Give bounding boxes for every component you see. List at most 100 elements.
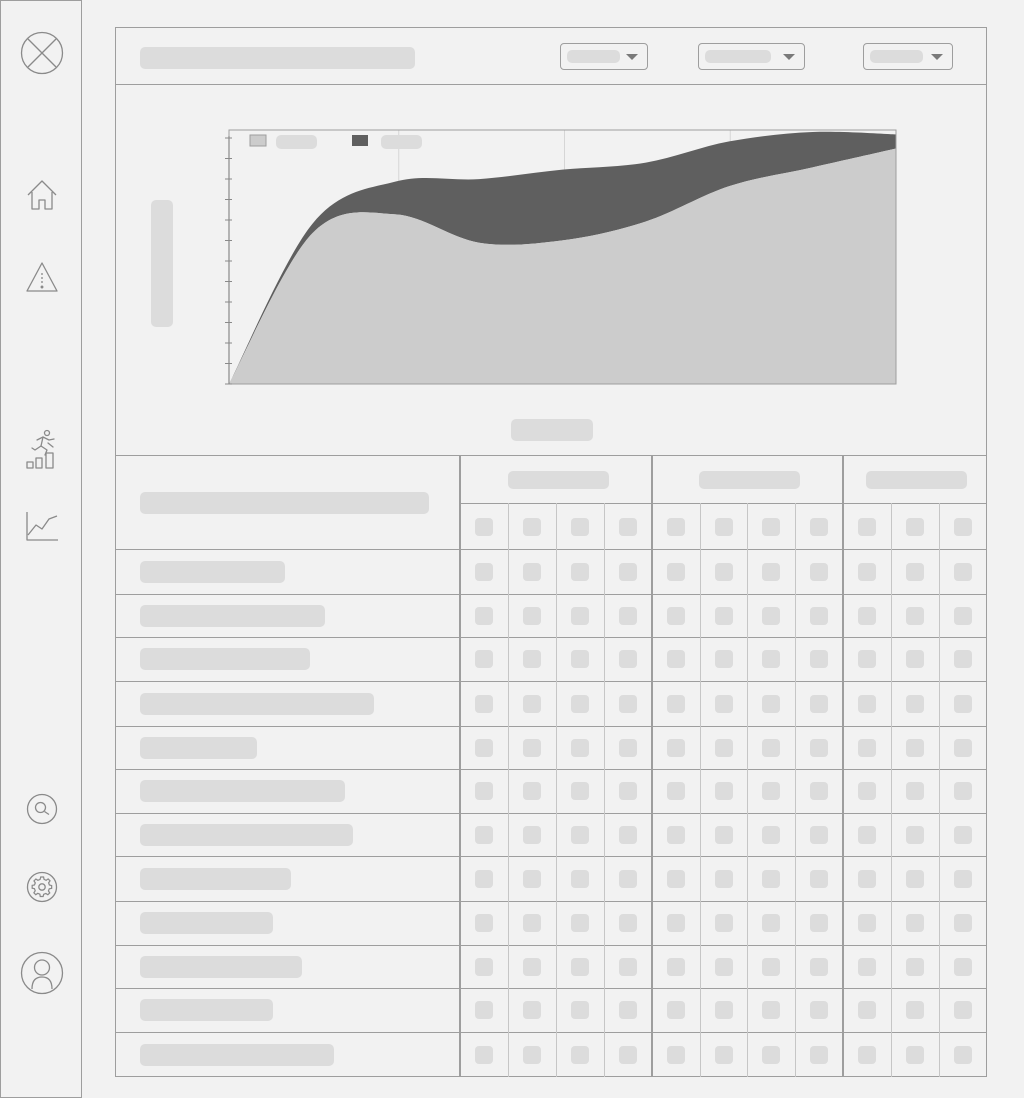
row-checkbox[interactable] (762, 738, 780, 757)
row-checkbox[interactable] (858, 1001, 876, 1019)
row-checkbox[interactable] (714, 825, 733, 844)
row-checkbox[interactable] (714, 957, 733, 976)
column-header-checkbox[interactable] (762, 518, 780, 536)
row-checkbox[interactable] (906, 694, 924, 713)
row-checkbox[interactable] (667, 606, 685, 625)
row-checkbox[interactable] (953, 825, 972, 844)
column-header-checkbox[interactable] (906, 518, 924, 536)
row-checkbox[interactable] (619, 1001, 637, 1019)
row-checkbox[interactable] (619, 694, 637, 713)
row-checkbox[interactable] (762, 1045, 780, 1064)
row-checkbox[interactable] (571, 606, 589, 625)
row-checkbox[interactable] (571, 694, 589, 713)
row-checkbox[interactable] (667, 957, 685, 976)
row-checkbox[interactable] (714, 1045, 733, 1064)
row-checkbox[interactable] (571, 957, 589, 976)
row-checkbox[interactable] (953, 562, 972, 581)
row-checkbox[interactable] (858, 957, 876, 976)
row-checkbox[interactable] (523, 650, 541, 668)
row-checkbox[interactable] (810, 738, 828, 757)
column-header-checkbox[interactable] (953, 518, 972, 536)
row-checkbox[interactable] (858, 782, 876, 800)
row-checkbox[interactable] (571, 914, 589, 932)
row-checkbox[interactable] (619, 650, 637, 668)
row-checkbox[interactable] (953, 1045, 972, 1064)
row-checkbox[interactable] (858, 1045, 876, 1064)
row-checkbox[interactable] (858, 738, 876, 757)
row-checkbox[interactable] (523, 825, 541, 844)
row-checkbox[interactable] (667, 694, 685, 713)
runner-progress-icon[interactable] (20, 428, 64, 472)
row-checkbox[interactable] (619, 606, 637, 625)
row-checkbox[interactable] (667, 825, 685, 844)
row-checkbox[interactable] (475, 1001, 493, 1019)
row-checkbox[interactable] (762, 825, 780, 844)
close-circle-icon[interactable] (20, 31, 64, 75)
gear-icon[interactable] (20, 865, 64, 909)
row-checkbox[interactable] (667, 738, 685, 757)
row-checkbox[interactable] (667, 1045, 685, 1064)
row-checkbox[interactable] (571, 738, 589, 757)
row-checkbox[interactable] (906, 562, 924, 581)
row-checkbox[interactable] (906, 1045, 924, 1064)
row-checkbox[interactable] (953, 650, 972, 668)
row-checkbox[interactable] (810, 782, 828, 800)
row-checkbox[interactable] (762, 562, 780, 581)
row-checkbox[interactable] (810, 562, 828, 581)
row-checkbox[interactable] (762, 957, 780, 976)
row-checkbox[interactable] (858, 606, 876, 625)
row-checkbox[interactable] (810, 869, 828, 888)
row-checkbox[interactable] (810, 650, 828, 668)
row-checkbox[interactable] (762, 869, 780, 888)
column-header-checkbox[interactable] (619, 518, 637, 536)
row-checkbox[interactable] (619, 914, 637, 932)
row-checkbox[interactable] (714, 869, 733, 888)
row-checkbox[interactable] (762, 914, 780, 932)
row-checkbox[interactable] (953, 606, 972, 625)
row-checkbox[interactable] (906, 825, 924, 844)
row-checkbox[interactable] (475, 869, 493, 888)
row-checkbox[interactable] (810, 957, 828, 976)
row-checkbox[interactable] (906, 606, 924, 625)
row-checkbox[interactable] (571, 562, 589, 581)
row-checkbox[interactable] (858, 869, 876, 888)
warning-icon[interactable] (20, 256, 64, 300)
user-avatar-icon[interactable] (20, 951, 64, 995)
row-checkbox[interactable] (475, 694, 493, 713)
row-checkbox[interactable] (619, 869, 637, 888)
row-checkbox[interactable] (475, 914, 493, 932)
column-header-checkbox[interactable] (571, 518, 589, 536)
row-checkbox[interactable] (571, 869, 589, 888)
row-checkbox[interactable] (810, 606, 828, 625)
row-checkbox[interactable] (858, 694, 876, 713)
row-checkbox[interactable] (523, 914, 541, 932)
row-checkbox[interactable] (810, 914, 828, 932)
row-checkbox[interactable] (619, 825, 637, 844)
row-checkbox[interactable] (475, 562, 493, 581)
row-checkbox[interactable] (714, 914, 733, 932)
row-checkbox[interactable] (619, 1045, 637, 1064)
row-checkbox[interactable] (571, 1001, 589, 1019)
row-checkbox[interactable] (667, 914, 685, 932)
row-checkbox[interactable] (475, 606, 493, 625)
row-checkbox[interactable] (714, 650, 733, 668)
row-checkbox[interactable] (953, 738, 972, 757)
filter-select-1[interactable] (560, 43, 648, 70)
row-checkbox[interactable] (906, 914, 924, 932)
row-checkbox[interactable] (619, 957, 637, 976)
row-checkbox[interactable] (714, 1001, 733, 1019)
row-checkbox[interactable] (906, 782, 924, 800)
row-checkbox[interactable] (762, 782, 780, 800)
row-checkbox[interactable] (619, 738, 637, 757)
column-header-checkbox[interactable] (714, 518, 733, 536)
row-checkbox[interactable] (906, 738, 924, 757)
row-checkbox[interactable] (762, 694, 780, 713)
column-header-checkbox[interactable] (667, 518, 685, 536)
row-checkbox[interactable] (523, 1045, 541, 1064)
row-checkbox[interactable] (571, 825, 589, 844)
row-checkbox[interactable] (667, 650, 685, 668)
row-checkbox[interactable] (906, 650, 924, 668)
column-header-checkbox[interactable] (523, 518, 541, 536)
row-checkbox[interactable] (523, 869, 541, 888)
row-checkbox[interactable] (953, 1001, 972, 1019)
